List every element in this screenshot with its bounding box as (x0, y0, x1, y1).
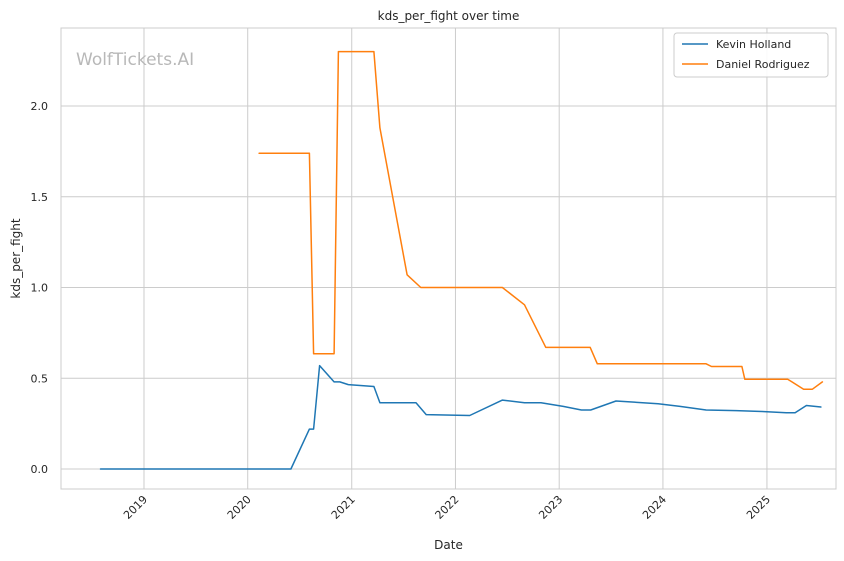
x-axis-label: Date (434, 538, 463, 552)
legend: Kevin Holland Daniel Rodriguez (673, 32, 829, 78)
series-line-daniel-rodriguez (258, 50, 824, 390)
legend-label: Daniel Rodriguez (716, 58, 810, 71)
y-tick-label: 1.0 (31, 282, 49, 295)
legend-label: Kevin Holland (716, 38, 791, 51)
grid (61, 28, 836, 489)
y-tick-label: 0.5 (31, 372, 49, 385)
y-axis-label: kds_per_fight (9, 218, 23, 299)
y-tick-label: 0.0 (31, 463, 49, 476)
series-line-kevin-holland (99, 364, 822, 470)
chart-title: kds_per_fight over time (378, 9, 520, 23)
watermark: WolfTickets.AI (76, 50, 194, 70)
series-layer (99, 50, 824, 470)
y-tick-labels: 0.0 0.5 1.0 1.5 2.0 (31, 100, 49, 476)
y-tick-label: 1.5 (31, 191, 49, 204)
plot-area-frame (60, 27, 837, 490)
y-tick-label: 2.0 (31, 100, 49, 113)
legend-box (673, 32, 829, 78)
